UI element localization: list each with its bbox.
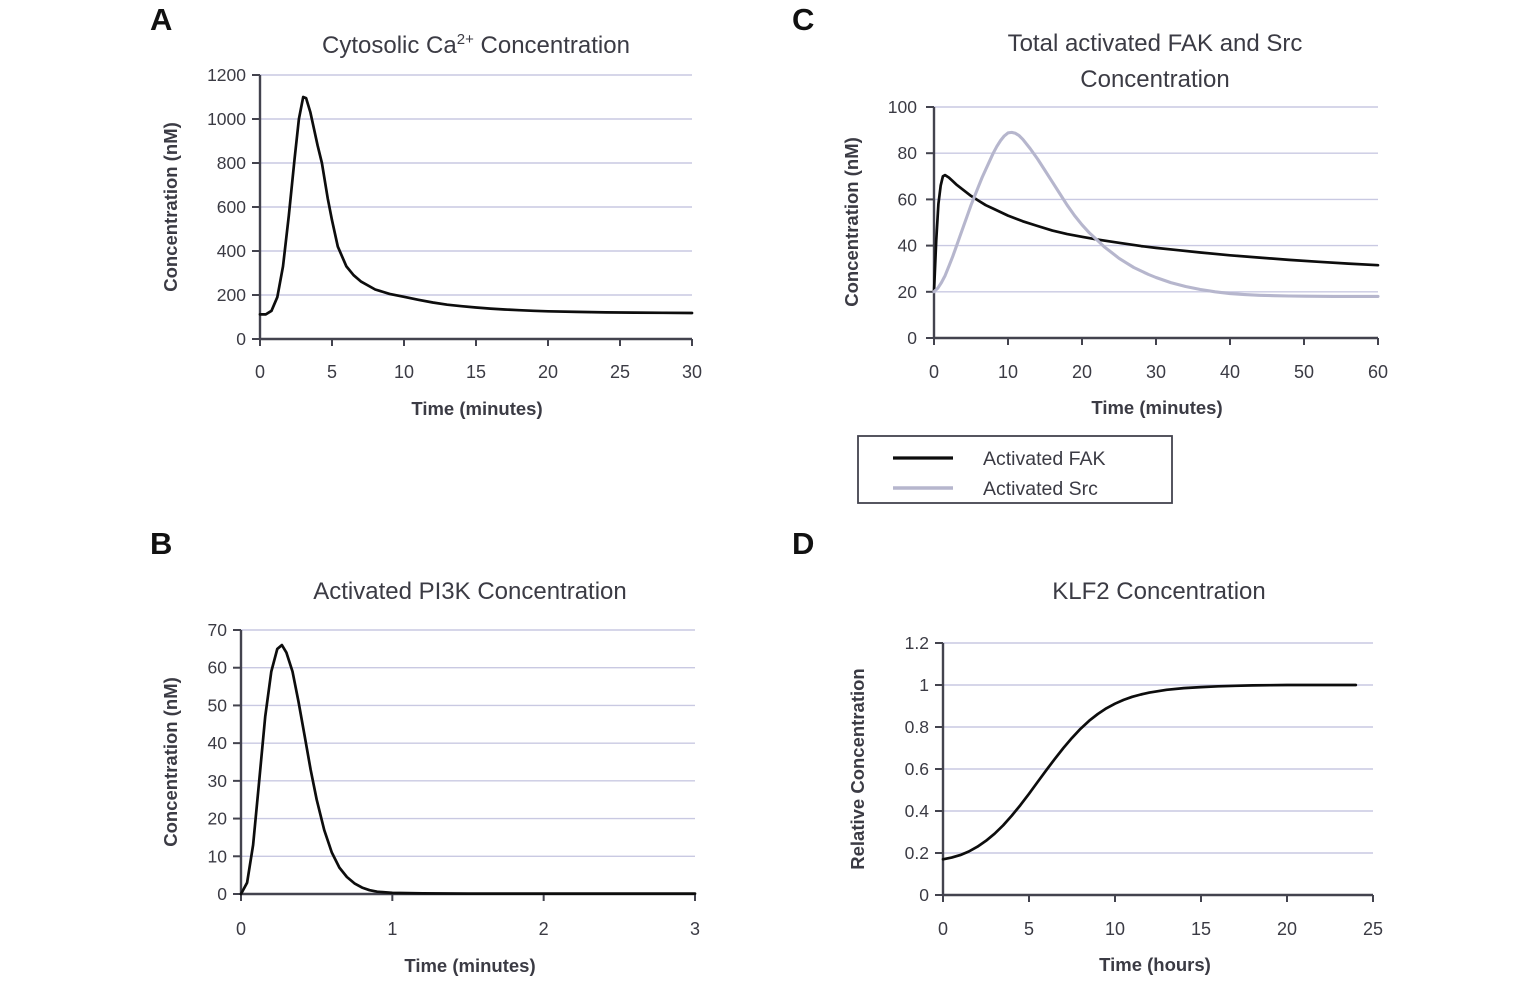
- panel-letter-a: A: [150, 2, 173, 37]
- y-tick-label: 20: [898, 282, 918, 302]
- y-tick-label: 400: [217, 241, 246, 261]
- x-tick-label: 2: [539, 919, 549, 939]
- y-tick-label: 30: [208, 771, 228, 791]
- y-tick-label: 800: [217, 153, 246, 173]
- y-tick-label: 0.2: [905, 843, 929, 863]
- x-tick-label: 60: [1368, 362, 1388, 382]
- chart-cytosolic_ca: 0 200 400 600 800 1000 1200 0 5 10 15 20 25 30 Cytosol…: [160, 31, 702, 419]
- y-tick-label: 100: [888, 97, 917, 117]
- series-line-klf2: [941, 683, 1358, 861]
- chart-title: Total activated FAK and Src: [1008, 30, 1303, 57]
- y-tick-label: 70: [208, 620, 228, 640]
- y-tick-label: 40: [208, 733, 228, 753]
- y-axis-title: Concentration (nM): [160, 122, 181, 292]
- series-line-activated-pi3k: [239, 643, 697, 896]
- y-tick-label: 600: [217, 197, 246, 217]
- y-axis-title: Relative Concentration: [847, 668, 868, 870]
- y-tick-label: 40: [898, 236, 918, 256]
- x-tick-label: 10: [1105, 919, 1125, 939]
- panel-letter-c: C: [792, 2, 815, 37]
- x-tick-label: 20: [1277, 919, 1297, 939]
- x-tick-label: 15: [1191, 919, 1211, 939]
- y-tick-label: 1000: [207, 109, 246, 129]
- x-axis-title: Time (hours): [1099, 954, 1211, 975]
- x-axis-title: Time (minutes): [411, 398, 542, 419]
- x-tick-label: 25: [1363, 919, 1383, 939]
- y-tick-label: 0.8: [905, 717, 929, 737]
- y-tick-label: 60: [898, 189, 918, 209]
- x-tick-label: 10: [998, 362, 1018, 382]
- x-tick-label: 15: [466, 362, 486, 382]
- y-tick-label: 0: [217, 884, 227, 904]
- y-tick-label: 10: [208, 846, 228, 866]
- x-tick-label: 3: [690, 919, 700, 939]
- y-tick-label: 200: [217, 285, 246, 305]
- y-tick-label: 80: [898, 143, 918, 163]
- x-tick-label: 0: [255, 362, 265, 382]
- x-tick-label: 0: [236, 919, 246, 939]
- y-tick-label: 0: [919, 885, 929, 905]
- x-tick-label: 5: [1024, 919, 1034, 939]
- x-tick-label: 30: [682, 362, 702, 382]
- y-tick-label: 1.2: [905, 633, 929, 653]
- x-axis-title: Time (minutes): [1091, 397, 1222, 418]
- y-tick-label: 20: [208, 809, 228, 829]
- chart-fak_src: 0 20 40 60 80 100 0 10 20 30 40 50 60 Total activated…: [841, 30, 1388, 504]
- x-tick-label: 20: [538, 362, 558, 382]
- y-tick-label: 50: [208, 695, 228, 715]
- x-tick-label: 0: [929, 362, 939, 382]
- y-axis-title: Concentration (nM): [160, 677, 181, 847]
- y-tick-label: 0: [236, 329, 246, 349]
- legend-box: [857, 435, 1173, 504]
- panel-letter-b: B: [150, 526, 173, 561]
- x-tick-label: 50: [1294, 362, 1314, 382]
- series-line-activated-src: [932, 130, 1380, 298]
- y-axis-title: Concentration (nM): [841, 137, 862, 307]
- x-tick-label: 30: [1146, 362, 1166, 382]
- y-tick-label: 0.6: [905, 759, 929, 779]
- chart-title: KLF2 Concentration: [1052, 578, 1265, 605]
- x-tick-label: 5: [327, 362, 337, 382]
- legend-label: Activated FAK: [983, 448, 1105, 470]
- chart-title: Cytosolic Ca2+ Concentration: [322, 31, 630, 59]
- y-tick-label: 0.4: [905, 801, 930, 821]
- chart-title: Activated PI3K Concentration: [313, 578, 627, 605]
- panel-letter-d: D: [792, 526, 815, 561]
- chart-activated_pi3k: 0 10 20 30 40 50 60 70 0 1 2 3 Activated PI3K Concen…: [160, 578, 700, 976]
- chart-title: Concentration: [1080, 66, 1229, 93]
- y-tick-label: 1: [919, 675, 929, 695]
- chart-klf2: 0 0.2 0.4 0.6 0.8 1 1.2 0 5 10 15 20 25 KLF2 Concentr…: [847, 578, 1383, 975]
- x-tick-label: 20: [1072, 362, 1092, 382]
- x-tick-label: 0: [938, 919, 948, 939]
- series-line-cytosolic-ca2-: [258, 95, 694, 316]
- x-axis-title: Time (minutes): [404, 955, 535, 976]
- y-tick-label: 1200: [207, 65, 246, 85]
- x-tick-label: 10: [394, 362, 414, 382]
- y-tick-label: 60: [208, 658, 228, 678]
- x-tick-label: 40: [1220, 362, 1240, 382]
- x-tick-label: 1: [387, 919, 397, 939]
- x-tick-label: 25: [610, 362, 630, 382]
- series-line-activated-fak: [932, 173, 1380, 294]
- y-tick-label: 0: [907, 328, 917, 348]
- legend-label: Activated Src: [983, 478, 1098, 500]
